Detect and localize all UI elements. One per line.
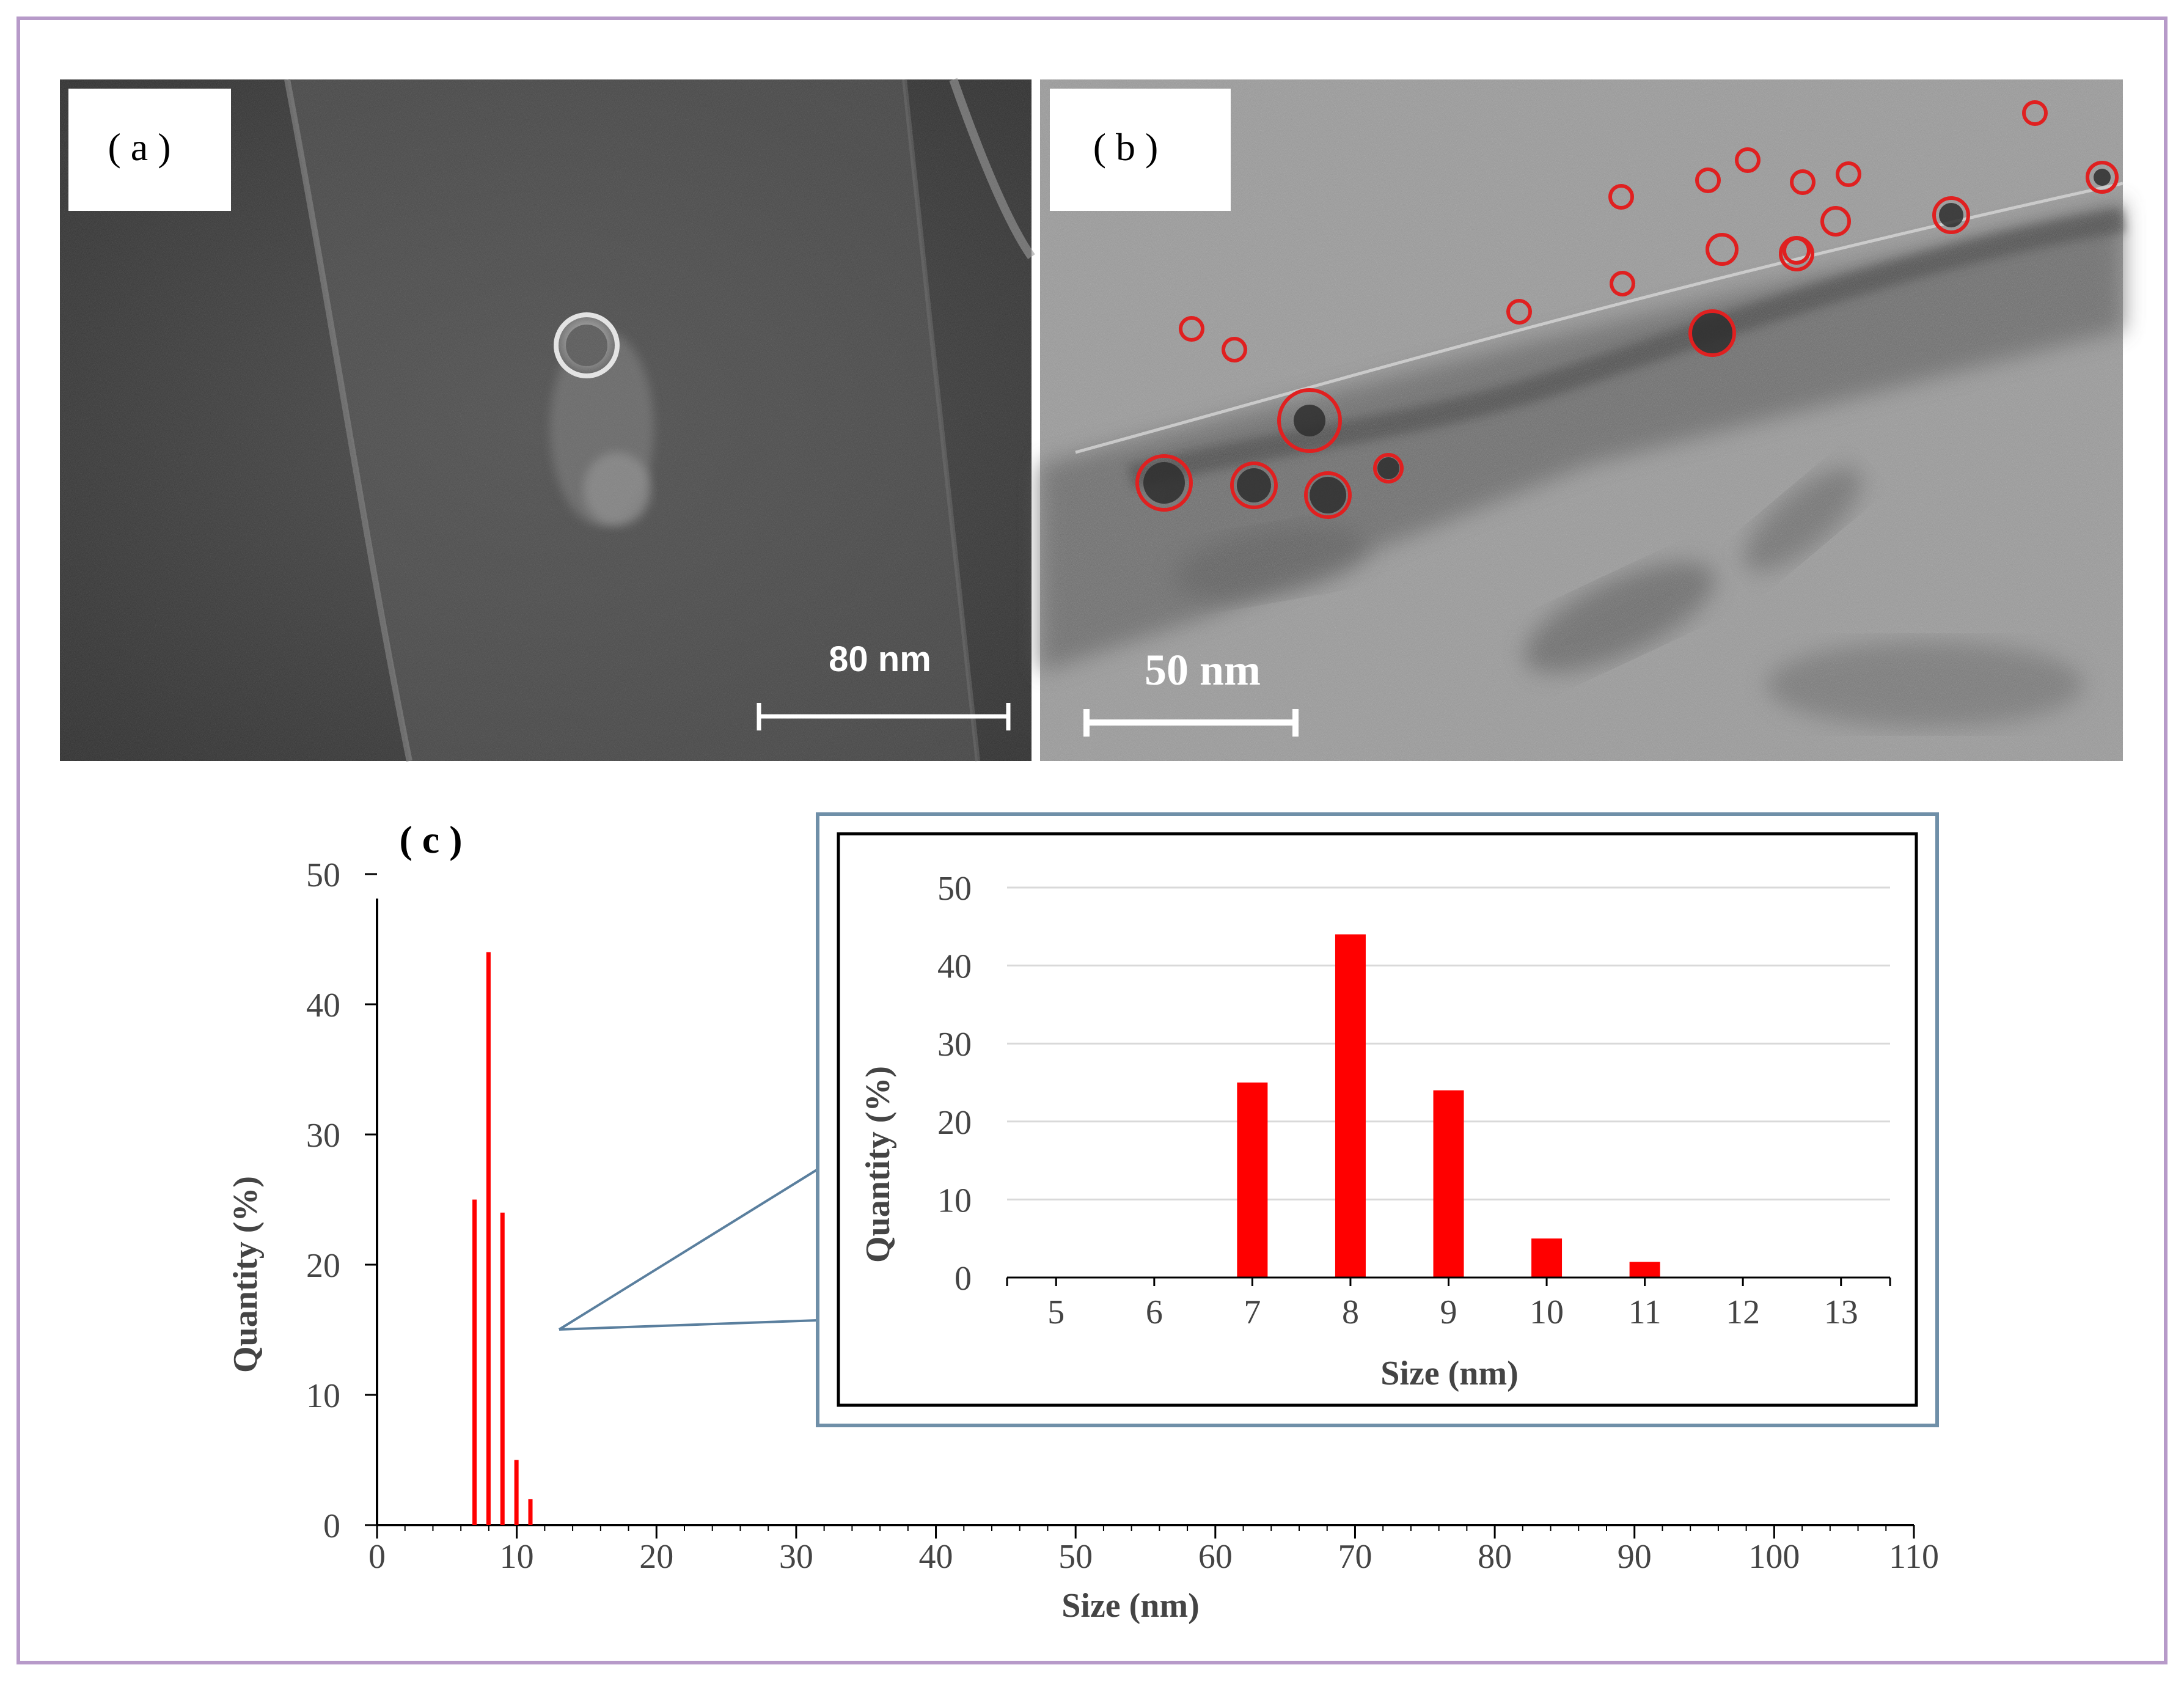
main-y-tick-label: 40 — [306, 987, 340, 1024]
inset-y-tick-label: 50 — [937, 870, 972, 908]
particle-marker-circle — [1222, 337, 1247, 362]
main-x-tick-label: 100 — [1748, 1538, 1800, 1576]
main-y-tick-label: 0 — [323, 1507, 340, 1545]
particle-marker-circle — [1304, 471, 1352, 519]
panel-a-scale-bar-label: 80 nm — [829, 639, 931, 679]
main-x-tick-label: 10 — [500, 1538, 534, 1576]
inset-x-tick-label: 5 — [1047, 1293, 1065, 1331]
particle-marker-circle — [1836, 161, 1861, 187]
inset-y-axis-label: Quantity (%) — [859, 1066, 897, 1263]
main-bar — [514, 1460, 519, 1525]
particle-marker-circle — [1790, 169, 1816, 195]
inset-x-tick-label: 7 — [1244, 1293, 1261, 1331]
main-chart-y-axis-label: Quantity (%) — [227, 1176, 265, 1373]
particle-marker-circle — [1735, 147, 1761, 173]
panel-a-label-box — [68, 89, 231, 211]
main-bar — [500, 1212, 505, 1525]
inset-y-tick-label: 0 — [955, 1260, 972, 1298]
inset-x-tick-label: 11 — [1629, 1293, 1662, 1331]
main-x-tick-label: 60 — [1198, 1538, 1233, 1576]
panel-b-label: ( b ) — [1093, 125, 1159, 169]
main-x-tick-label: 50 — [1058, 1538, 1093, 1576]
main-bar — [486, 952, 491, 1525]
main-x-tick-label: 90 — [1618, 1538, 1652, 1576]
main-bar — [472, 1199, 477, 1525]
inset-bar — [1433, 1090, 1464, 1278]
inset-x-tick-label: 13 — [1824, 1293, 1858, 1331]
inset-bar — [1335, 934, 1366, 1278]
panel-b-scale-bar — [1083, 709, 1299, 737]
inset-chart: 0 10 20 30 40 50 5 6 7 8 9 10 11 12 13 Quantity (%) S… — [816, 812, 1939, 1427]
particle-marker-circle — [1695, 167, 1721, 193]
inset-x-tick-label: 10 — [1530, 1293, 1564, 1331]
particle-marker-circle — [1706, 233, 1739, 266]
panel-b-scale-bar-label: 50 nm — [1145, 645, 1261, 694]
particle-marker-circle — [1373, 453, 1404, 484]
particle-marker-circle — [2086, 161, 2119, 194]
particle-marker-circle — [1820, 206, 1851, 237]
main-x-tick-label: 20 — [639, 1538, 673, 1576]
main-x-tick-label: 40 — [919, 1538, 953, 1576]
inset-inner-border — [837, 832, 1918, 1407]
inset-y-tick-label: 10 — [937, 1182, 972, 1219]
particle-marker-circle — [1779, 236, 1814, 271]
particle-marker-circle — [1932, 196, 1970, 234]
particle-marker-circle — [1230, 461, 1278, 509]
panel-b-label-box — [1050, 89, 1231, 211]
inset-bar — [1629, 1262, 1660, 1278]
main-y-tick-label: 50 — [306, 856, 340, 894]
inset-x-tick-label: 12 — [1726, 1293, 1760, 1331]
inset-y-tick-label: 40 — [937, 948, 972, 986]
inset-zoom-connector — [558, 1168, 819, 1331]
inset-y-tick-label: 20 — [937, 1104, 972, 1142]
panel-b-particle-markers — [1135, 100, 2119, 519]
particle-marker-circle — [1688, 309, 1736, 357]
main-x-tick-label: 110 — [1889, 1538, 1939, 1576]
inset-y-tick-label: 30 — [937, 1026, 972, 1064]
main-x-tick-label: 80 — [1478, 1538, 1512, 1576]
panel-b-tem-image — [1040, 79, 2125, 761]
main-y-tick-label: 10 — [306, 1377, 340, 1415]
main-y-tick-label: 20 — [306, 1247, 340, 1285]
main-x-tick-label: 0 — [368, 1538, 386, 1576]
inset-x-axis-label: Size (nm) — [1380, 1355, 1519, 1392]
main-bar — [528, 1499, 533, 1525]
particle-marker-circle — [1135, 454, 1193, 512]
inset-bar — [1237, 1083, 1268, 1278]
inset-bar — [1531, 1238, 1563, 1278]
particle-marker-circle — [1610, 271, 1635, 296]
inset-x-tick-label: 8 — [1342, 1293, 1359, 1331]
particle-marker-circle — [1506, 299, 1532, 325]
inset-x-tick-label: 6 — [1146, 1293, 1163, 1331]
particle-marker-circle — [1179, 316, 1204, 342]
inset-x-tick-label: 9 — [1440, 1293, 1457, 1331]
main-y-tick-label: 30 — [306, 1117, 340, 1155]
panel-a-label: ( a ) — [108, 125, 170, 169]
main-chart-x-axis-label: Size (nm) — [1061, 1587, 1200, 1625]
panel-a-scale-bar — [757, 703, 1011, 730]
main-x-tick-label: 70 — [1338, 1538, 1372, 1576]
particle-marker-circle — [1277, 388, 1342, 453]
main-x-tick-label: 30 — [779, 1538, 813, 1576]
panel-c-label: ( c ) — [399, 818, 462, 861]
particle-marker-circle — [2022, 100, 2048, 126]
particle-marker-circle — [1608, 184, 1634, 210]
